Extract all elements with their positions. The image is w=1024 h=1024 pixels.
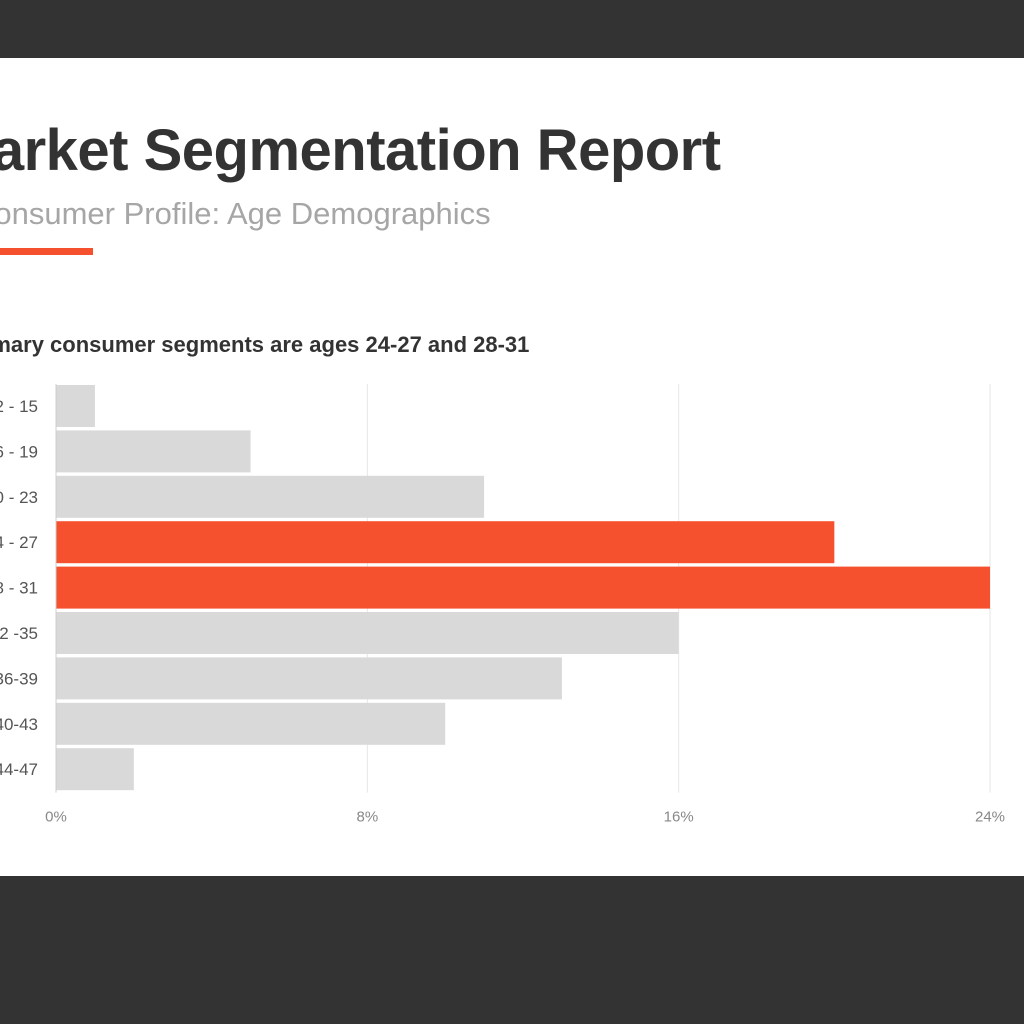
- category-label: 16 - 19: [0, 442, 38, 461]
- x-tick-label: 16%: [664, 809, 694, 826]
- bar: [56, 657, 562, 700]
- category-label: 24 - 27: [0, 533, 38, 552]
- bar: [56, 566, 990, 609]
- category-label: 20 - 23: [0, 488, 38, 507]
- bar: [56, 475, 485, 518]
- page-title: Market Segmentation Report: [0, 118, 721, 183]
- bar-chart: 12 - 15 16 - 19 20 - 23 24 - 27 28 - 31 32 -3…: [0, 384, 1005, 826]
- bar: [56, 385, 95, 427]
- category-label: 32 -35: [0, 624, 38, 643]
- bar: [56, 430, 251, 473]
- bar: [56, 612, 679, 654]
- category-label: 44-47: [0, 760, 38, 779]
- x-tick-label: 24%: [975, 809, 1005, 826]
- chart-title: Primary consumer segments are ages 24-27…: [0, 332, 530, 357]
- page-subtitle: Consumer Profile: Age Demographics: [0, 196, 491, 231]
- bar: [56, 521, 835, 564]
- category-label: 12 - 15: [0, 397, 38, 416]
- slide: Market Segmentation Report Consumer Prof…: [0, 58, 1024, 876]
- x-tick-label: 8%: [356, 809, 378, 826]
- title-accent-bar: [0, 248, 93, 255]
- category-label: 36-39: [0, 669, 38, 688]
- category-label: 40-43: [0, 715, 38, 734]
- bar: [56, 702, 446, 745]
- bar: [56, 748, 134, 791]
- category-label: 28 - 31: [0, 579, 38, 598]
- x-tick-label: 0%: [45, 809, 67, 826]
